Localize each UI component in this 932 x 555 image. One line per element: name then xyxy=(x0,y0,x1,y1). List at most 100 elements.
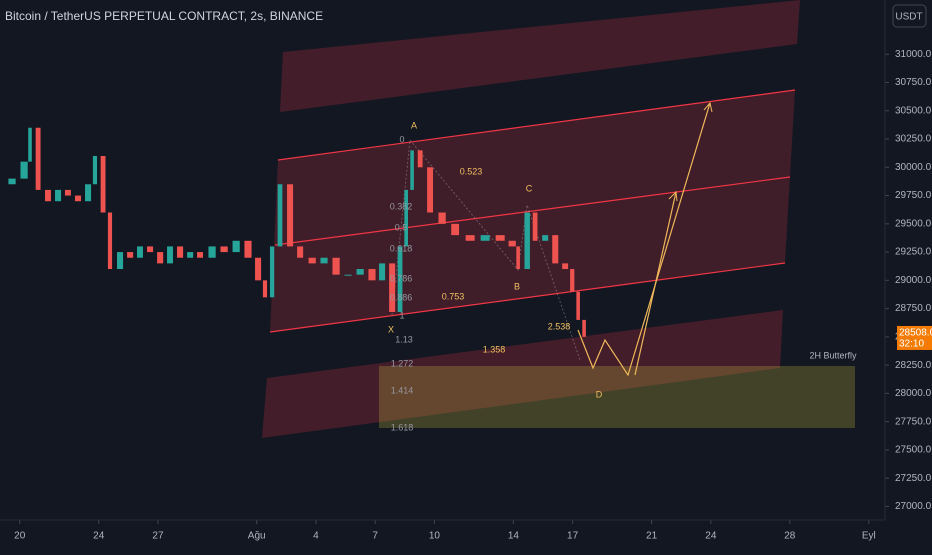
x-tick-label: 14 xyxy=(508,531,520,542)
candle xyxy=(438,212,446,224)
candle xyxy=(262,280,268,298)
candle xyxy=(85,184,92,202)
candle xyxy=(397,246,403,312)
y-tick-label: 30500.0 xyxy=(895,105,932,116)
candle xyxy=(167,246,173,264)
candle xyxy=(495,235,505,241)
candle xyxy=(35,127,41,190)
fib-level: 0.5 xyxy=(395,222,408,232)
lower-band xyxy=(262,310,783,438)
currency-button[interactable] xyxy=(892,4,927,28)
y-tick-label: 29250.0 xyxy=(895,247,932,258)
x-tick-label: 17 xyxy=(567,531,579,542)
candle xyxy=(427,167,434,213)
candle xyxy=(570,269,575,292)
fib-level: 1.272 xyxy=(391,358,414,368)
y-tick-label: 30250.0 xyxy=(895,134,932,145)
y-tick-label: 28750.0 xyxy=(895,303,932,314)
x-tick-label: 27 xyxy=(152,531,164,542)
x-tick-label: 28 xyxy=(784,531,796,542)
candle xyxy=(64,189,71,196)
candle xyxy=(107,212,113,270)
candle xyxy=(320,257,328,264)
candle xyxy=(480,235,490,241)
candle xyxy=(516,246,520,270)
candle xyxy=(100,156,106,213)
channel-bottom xyxy=(269,262,786,333)
candle xyxy=(576,291,580,320)
candle xyxy=(532,212,538,241)
pattern-outline xyxy=(391,138,581,361)
fib-level: 0.618 xyxy=(390,243,413,253)
arrow-head xyxy=(703,101,713,113)
annotation: C xyxy=(526,183,533,193)
candle xyxy=(55,189,62,202)
countdown-label: 32:10 xyxy=(899,339,924,350)
annotation: 2.538 xyxy=(548,321,571,331)
y-tick-label: 27750.0 xyxy=(895,416,932,427)
annotation: 0.523 xyxy=(460,166,483,176)
annotation: A xyxy=(411,120,417,130)
y-tick-label: 27250.0 xyxy=(895,473,932,484)
y-tick-label: 28000.0 xyxy=(895,388,932,399)
upper-band xyxy=(280,0,800,112)
candle xyxy=(404,189,409,247)
projection-alt xyxy=(634,191,677,376)
x-tick-label: Eyl xyxy=(862,531,876,542)
annotation: D xyxy=(596,389,603,399)
x-tick-label: 24 xyxy=(705,531,717,542)
x-tick-label: 10 xyxy=(429,531,441,542)
candle xyxy=(197,252,203,258)
candle xyxy=(92,156,98,185)
candle xyxy=(332,257,340,275)
last-price-label: 28508.0 xyxy=(899,328,932,339)
candle xyxy=(137,246,143,258)
y-tick-label: 29000.0 xyxy=(895,275,932,286)
annotation: X xyxy=(388,324,394,334)
arrow-head xyxy=(668,190,678,202)
candle xyxy=(127,252,134,258)
candle xyxy=(308,257,316,264)
candle xyxy=(562,263,569,270)
candle xyxy=(389,263,396,312)
candle xyxy=(117,252,124,270)
fib-level: 0 xyxy=(399,134,404,144)
last-price-box xyxy=(897,325,932,350)
x-tick-label: Ağu xyxy=(248,531,266,542)
candle xyxy=(177,246,184,258)
channel-top xyxy=(277,89,796,161)
candle xyxy=(465,235,475,241)
candle xyxy=(542,235,549,241)
currency-label[interactable]: USDT xyxy=(895,12,922,23)
candle xyxy=(8,178,16,185)
candle xyxy=(269,246,275,298)
candle xyxy=(344,274,352,276)
annotation: 1.358 xyxy=(483,344,506,354)
fib-level: 1.13 xyxy=(395,334,413,344)
candle xyxy=(582,319,586,337)
candle xyxy=(552,235,559,264)
x-tick-label: 7 xyxy=(372,531,378,542)
candle xyxy=(368,269,376,281)
fib-level: 0.786 xyxy=(390,273,413,283)
y-tick-label: 30750.0 xyxy=(895,77,932,88)
candle xyxy=(232,240,240,253)
y-tick-label: 29500.0 xyxy=(895,218,932,229)
candle xyxy=(508,240,516,247)
candle xyxy=(287,184,294,247)
candle xyxy=(28,127,32,162)
annotation: 2H Butterfly xyxy=(809,350,857,360)
x-tick-label: 20 xyxy=(14,531,26,542)
candle xyxy=(147,246,154,253)
target-zone xyxy=(379,366,855,428)
fib-level: 1.618 xyxy=(391,422,414,432)
candle xyxy=(220,246,228,253)
y-tick-label: 27500.0 xyxy=(895,445,932,456)
fib-level: 0.886 xyxy=(390,292,413,302)
candle xyxy=(277,184,283,247)
candle xyxy=(379,263,386,281)
x-tick-label: 24 xyxy=(93,531,105,542)
channel-mid xyxy=(274,176,791,246)
